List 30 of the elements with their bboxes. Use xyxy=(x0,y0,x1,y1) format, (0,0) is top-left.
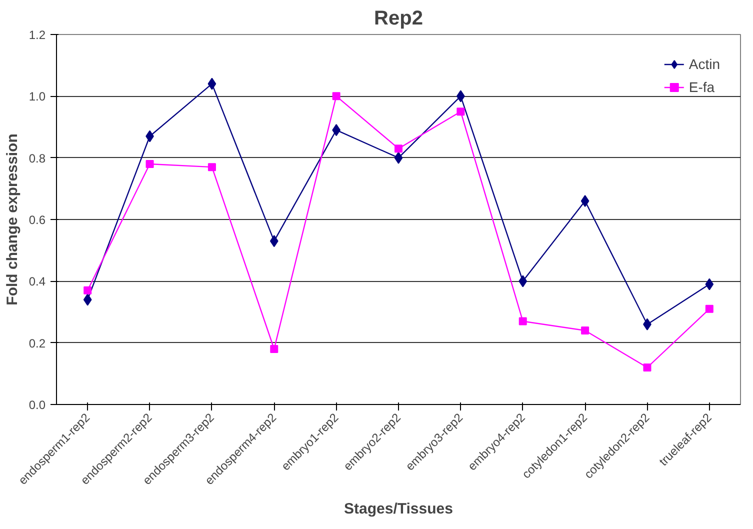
point xyxy=(84,286,92,294)
point xyxy=(332,92,340,100)
legend-label: E-fa xyxy=(688,79,715,95)
chart-title: Rep2 xyxy=(374,8,423,30)
x-axis-title: Stages/Tissues xyxy=(344,500,453,518)
y-tick-label: 0.6 xyxy=(28,213,46,227)
point xyxy=(394,144,402,153)
point xyxy=(394,152,403,164)
point xyxy=(83,294,92,306)
point xyxy=(208,78,216,90)
y-tick-label: 1.2 xyxy=(28,28,46,42)
point xyxy=(456,108,465,116)
point xyxy=(643,364,652,372)
legend-label: Actin xyxy=(688,56,720,72)
y-axis-title: Fold change expression xyxy=(4,134,21,306)
y-tick-label: 1.0 xyxy=(28,90,46,104)
point xyxy=(270,345,278,353)
y-tick-label: 0.2 xyxy=(28,336,46,350)
point xyxy=(146,160,154,168)
y-tick-label: 0.0 xyxy=(28,398,46,412)
point xyxy=(580,195,590,207)
point xyxy=(208,163,216,172)
y-tick-label: 0.8 xyxy=(28,151,46,166)
point xyxy=(705,304,714,313)
point xyxy=(705,278,714,290)
y-tick-label: 0.4 xyxy=(28,274,46,289)
point xyxy=(270,235,278,248)
point xyxy=(581,326,590,334)
point xyxy=(518,275,528,288)
point xyxy=(518,317,527,326)
